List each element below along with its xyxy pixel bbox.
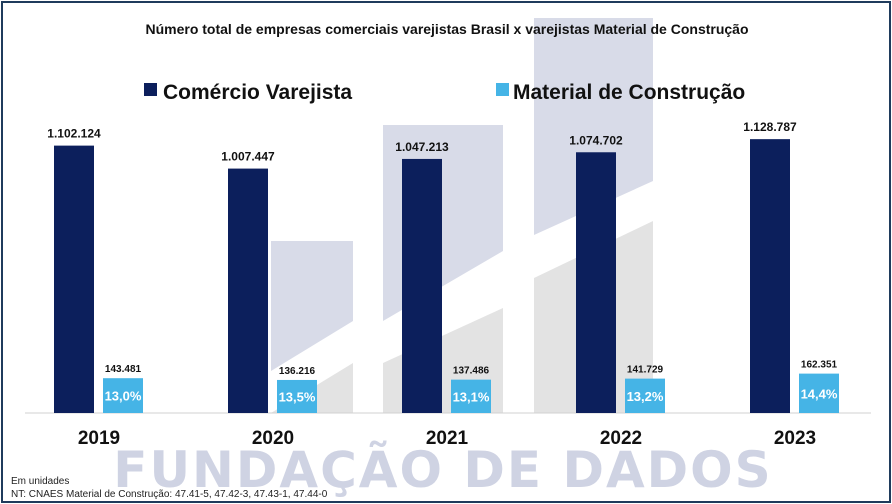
bars-group: 1.102.124 143.481 13,0% 2019 1.007.447 136.21…: [47, 120, 839, 449]
x-tick-label-2019: 2019: [78, 428, 120, 449]
data-label-comercio-2019: 1.102.124: [47, 127, 101, 141]
data-label-comercio-2022: 1.074.702: [569, 133, 623, 147]
share-label-2020: 13,5%: [279, 389, 316, 404]
units-note: Em unidades: [11, 476, 70, 487]
bar-comercio-2022: [576, 152, 616, 413]
legend-label-comercio: Comércio Varejista: [163, 81, 352, 104]
data-label-comercio-2023: 1.128.787: [743, 120, 797, 134]
bar-material-2020: [277, 379, 317, 413]
bar-chart: FUNDAÇÃO DE DADOS Número total de empres…: [25, 18, 871, 499]
bar-comercio-2019: [54, 145, 94, 414]
bar-material-2019: [103, 378, 143, 413]
legend-swatch-material: [496, 83, 509, 96]
data-label-material-2021: 137.486: [453, 366, 490, 377]
x-tick-label-2020: 2020: [252, 428, 294, 449]
bar-comercio-2021: [402, 158, 442, 413]
data-label-comercio-2020: 1.007.447: [221, 150, 275, 164]
x-tick-label-2022: 2022: [600, 428, 642, 449]
bar-material-2022: [625, 378, 665, 413]
share-label-2023: 14,4%: [801, 386, 838, 401]
legend: Comércio Varejista Material de Construçã…: [144, 81, 745, 104]
bar-material-2023: [799, 373, 839, 413]
watermark-text: FUNDAÇÃO DE DADOS: [113, 440, 772, 499]
data-label-material-2020: 136.216: [279, 366, 316, 377]
cnae-note: NT: CNAES Material de Construção: 47.41-…: [11, 489, 328, 500]
bar-comercio-2020: [228, 168, 268, 413]
bar-material-2021: [451, 379, 491, 413]
x-tick-label-2023: 2023: [774, 428, 816, 449]
x-tick-label-2021: 2021: [426, 428, 469, 449]
share-label-2022: 13,2%: [627, 389, 664, 404]
share-label-2019: 13,0%: [105, 389, 142, 404]
bar-comercio-2023: [750, 139, 790, 413]
legend-swatch-comercio: [144, 83, 157, 96]
data-label-comercio-2021: 1.047.213: [395, 140, 449, 154]
chart-title: Número total de empresas comerciais vare…: [145, 21, 748, 37]
data-label-material-2023: 162.351: [801, 360, 838, 371]
legend-label-material: Material de Construção: [513, 81, 745, 104]
share-label-2021: 13,1%: [453, 389, 490, 404]
data-label-material-2022: 141.729: [627, 365, 664, 376]
data-label-material-2019: 143.481: [105, 364, 142, 375]
